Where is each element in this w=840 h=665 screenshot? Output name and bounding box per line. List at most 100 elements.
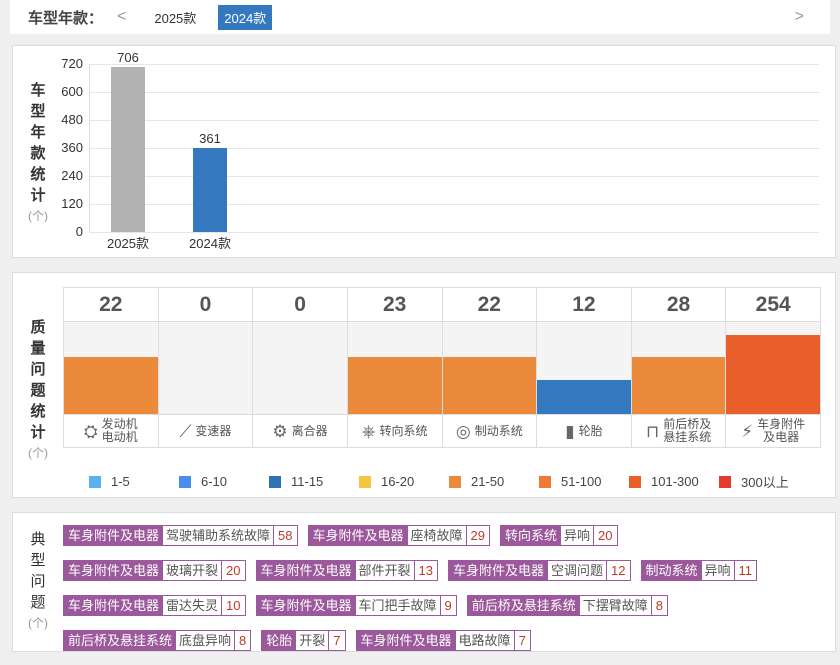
quality-column[interactable]: 0 ⚙ 离合器 (253, 288, 348, 447)
unit-label: (个) (28, 446, 48, 460)
title-char: 车 (30, 82, 46, 99)
tag-category: 车身附件及电器 (64, 526, 164, 545)
issue-tag[interactable]: 轮胎 开裂 7 (261, 630, 346, 651)
legend-label: 101-300 (651, 474, 699, 489)
quality-column[interactable]: 22 ⛭ 发动机 电动机 (64, 288, 159, 447)
issue-tag[interactable]: 制动系统 异响 11 (640, 560, 758, 581)
tag-issue: 底盘异响 (176, 631, 236, 650)
tag-category: 转向系统 (501, 526, 562, 545)
level-bar (631, 322, 726, 414)
quality-column[interactable]: 28 ⊓ 前后桥及 悬挂系统 (631, 288, 727, 447)
issue-count: 23 (347, 288, 442, 322)
tag-count: 11 (738, 563, 753, 578)
title-char: 年 (30, 124, 46, 141)
tag-count: 7 (333, 633, 341, 648)
issue-tag[interactable]: 车身附件及电器 驾驶辅助系统故障 58 (63, 525, 298, 546)
issue-tag[interactable]: 转向系统 异响 20 (500, 525, 618, 546)
tag-issue: 异响 (561, 526, 595, 545)
legend-item: 1-5 (89, 472, 179, 491)
issue-tag[interactable]: 车身附件及电器 空调问题 12 (448, 560, 631, 581)
gridline (89, 176, 819, 177)
legend-swatch (719, 475, 731, 488)
issue-tag[interactable]: 车身附件及电器 座椅故障 29 (307, 525, 490, 546)
y-axis-line (89, 64, 90, 232)
steering-wheel-icon: ⎈ (361, 421, 376, 441)
gridline (89, 148, 819, 149)
tag-category: 车身附件及电器 (449, 561, 549, 580)
tag-category: 车身附件及电器 (256, 561, 356, 580)
issue-tag[interactable]: 前后桥及悬挂系统 下摆臂故障 8 (466, 595, 669, 616)
tag-category: 轮胎 (262, 631, 297, 650)
tag-issue: 部件开裂 (356, 561, 415, 580)
legend-item: 300以上 (719, 472, 789, 491)
legend-item: 21-50 (449, 472, 539, 491)
level-bar (253, 322, 347, 414)
issue-tag[interactable]: 车身附件及电器 雷达失灵 10 (63, 595, 246, 616)
level-bar (442, 322, 537, 414)
tag-row: 车身附件及电器 驾驶辅助系统故障 58 车身附件及电器 座椅故障 29 转向系统 异响 20 (63, 525, 823, 546)
next-arrow-icon[interactable]: > (794, 8, 804, 25)
title-char: 量 (30, 340, 46, 357)
quality-column[interactable]: 254 ⚡ 车身附件 及电器 (726, 288, 820, 447)
y-tick-label: 360 (61, 140, 83, 155)
quality-column[interactable]: 0 ⟋ 变速器 (158, 288, 254, 447)
y-tick-label: 480 (61, 112, 83, 127)
quality-column[interactable]: 23 ⎈ 转向系统 (347, 288, 443, 447)
category-name: 前后桥及 悬挂系统 (663, 417, 712, 444)
year-option-2025[interactable]: 2025款 (154, 10, 197, 26)
bar-value-label: 361 (199, 130, 221, 146)
tag-count: 13 (418, 563, 433, 578)
issue-tag[interactable]: 前后桥及悬挂系统 底盘异响 8 (63, 630, 252, 651)
category-name: 制动系统 (474, 423, 523, 438)
tag-category: 前后桥及悬挂系统 (64, 631, 177, 650)
year-selector-bar: 车型年款： < 2025款 2024款 > (10, 0, 830, 34)
bar-2024款[interactable] (193, 147, 227, 232)
gridline (89, 120, 819, 121)
level-fill (442, 356, 537, 414)
legend-label: 11-15 (291, 474, 324, 489)
legend-swatch (629, 475, 641, 488)
issue-tag[interactable]: 车身附件及电器 玻璃开裂 20 (63, 560, 246, 581)
bar-2025款[interactable] (111, 67, 145, 232)
issue-tag[interactable]: 车身附件及电器 部件开裂 13 (255, 560, 438, 581)
x-tick-label: 2024款 (189, 236, 231, 251)
tire-icon: ▮ (565, 421, 575, 441)
title-char: 统 (30, 166, 46, 183)
level-bar (537, 322, 631, 414)
quality-column[interactable]: 22 ◎ 制动系统 (442, 288, 538, 447)
tag-category: 车身附件及电器 (356, 631, 456, 650)
level-bar (726, 322, 820, 414)
tag-issue: 驾驶辅助系统故障 (163, 526, 275, 545)
tag-issue: 车门把手故障 (356, 596, 441, 615)
year-option-2024[interactable]: 2024款 (218, 4, 273, 30)
title-char: 问 (30, 361, 46, 378)
issue-tag[interactable]: 车身附件及电器 电路故障 7 (355, 630, 531, 651)
title-char: 型 (30, 552, 46, 569)
legend-item: 6-10 (179, 472, 269, 491)
issue-tags: 车身附件及电器 驾驶辅助系统故障 58 车身附件及电器 座椅故障 29 转向系统 异响 20 车身… (63, 525, 823, 665)
title-char: 款 (30, 145, 46, 162)
quality-column[interactable]: 12 ▮ 轮胎 (537, 288, 632, 447)
battery-icon: ⚡ (741, 421, 754, 441)
tag-category: 制动系统 (641, 561, 702, 580)
tag-issue: 空调问题 (548, 561, 608, 580)
y-tick-label: 600 (61, 84, 83, 99)
level-bar (64, 322, 158, 414)
typical-issues-title: 典型问题 (个) (27, 529, 49, 634)
legend-label: 300以上 (741, 475, 789, 490)
model-stats-title: 车型年款统计 (个) (27, 80, 49, 227)
category-name: 轮胎 (578, 423, 603, 438)
tag-category: 车身附件及电器 (308, 526, 408, 545)
prev-arrow-icon[interactable]: < (117, 8, 127, 25)
model-year-stats-panel: 车型年款统计 (个) 0 120 240 360 480 600 720 706 2025款 361… (12, 45, 836, 258)
tag-row: 车身附件及电器 雷达失灵 10 车身附件及电器 车门把手故障 9 前后桥及悬挂系统 下摆臂故障… (63, 595, 823, 616)
issue-tag[interactable]: 车身附件及电器 车门把手故障 9 (255, 595, 457, 616)
legend-swatch (89, 475, 101, 488)
issue-count: 0 (253, 288, 347, 322)
issue-count: 28 (631, 288, 726, 322)
tag-issue: 电路故障 (456, 631, 515, 650)
engine-icon: ⛭ (84, 421, 98, 441)
clutch-icon: ⚙ (272, 421, 288, 441)
tag-issue: 下摆臂故障 (580, 596, 652, 615)
tag-issue: 异响 (702, 561, 735, 580)
